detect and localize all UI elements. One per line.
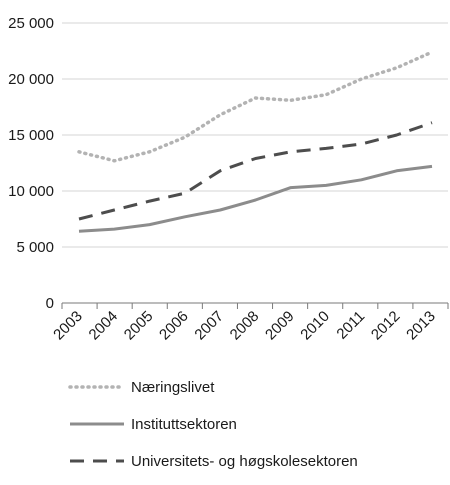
series-line-2	[78, 164, 433, 233]
series-lines	[77, 50, 434, 233]
x-tick-label: 2009	[262, 308, 298, 344]
legend-label-3: Universitets- og høgskolesektoren	[131, 453, 358, 470]
y-tick-label: 10 000	[8, 183, 54, 200]
x-tick-label: 2013	[403, 308, 439, 344]
y-tick-label: 25 000	[8, 15, 54, 32]
y-tick-label: 0	[46, 295, 54, 312]
x-tick-label: 2011	[333, 308, 368, 343]
gridlines	[62, 22, 448, 248]
y-tick-label: 5 000	[16, 239, 54, 256]
x-tick-label: 2010	[297, 308, 333, 344]
x-tick-label: 2012	[368, 308, 404, 344]
x-tick-label: 2007	[191, 308, 227, 344]
x-tick-label: 2004	[86, 308, 122, 344]
series-line-3	[78, 121, 433, 221]
legend: Næringslivet Instituttsektoren Universitet…	[68, 379, 358, 470]
y-axis-tick-labels: 0 5 000 10 000 15 000 20 000 25 000	[8, 15, 54, 312]
legend-label-2: Instituttsektoren	[131, 416, 237, 433]
x-axis-tick-labels: 2003 2004 2005 2006 2007 2008 2009 2010 2011 2012…	[50, 308, 439, 344]
series-line-1	[77, 50, 434, 163]
y-tick-label: 15 000	[8, 127, 54, 144]
x-tick-label: 2006	[156, 308, 192, 344]
x-tick-label: 2008	[227, 308, 263, 344]
x-tick-label: 2003	[50, 308, 86, 344]
x-tick-label: 2005	[121, 308, 157, 344]
x-axis	[61, 302, 449, 309]
y-tick-label: 20 000	[8, 71, 54, 88]
legend-label-1: Næringslivet	[131, 379, 215, 396]
